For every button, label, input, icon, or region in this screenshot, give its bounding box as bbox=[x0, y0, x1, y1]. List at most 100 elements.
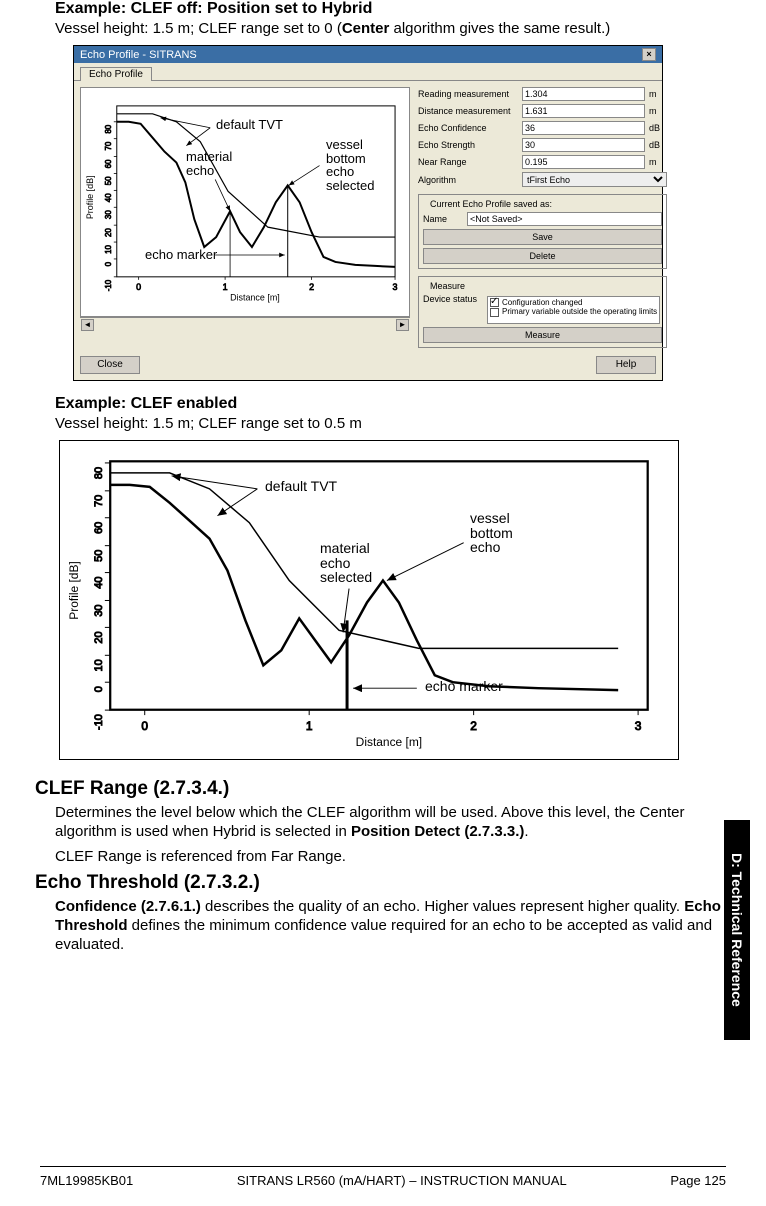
measure-group-title: Measure bbox=[427, 281, 468, 291]
svg-text:10: 10 bbox=[104, 244, 113, 253]
status-line2: Primary variable outside the operating l… bbox=[502, 307, 657, 316]
reading-input[interactable] bbox=[522, 87, 645, 101]
dialog-title: Echo Profile - SITRANS bbox=[80, 49, 197, 61]
svg-text:20: 20 bbox=[93, 631, 105, 643]
example1-title: Example: CLEF off: Position set to Hybri… bbox=[55, 0, 726, 18]
page-footer: 7ML19985KB01 SITRANS LR560 (mA/HART) – I… bbox=[40, 1166, 726, 1188]
svg-text:-10: -10 bbox=[104, 279, 113, 291]
clef-p2: CLEF Range is referenced from Far Range. bbox=[55, 848, 726, 867]
near-input[interactable] bbox=[522, 155, 645, 169]
svg-text:2: 2 bbox=[470, 719, 477, 733]
conf-input[interactable] bbox=[522, 121, 645, 135]
reading-label: Reading measurement bbox=[418, 89, 518, 99]
status-line1: Configuration changed bbox=[502, 298, 583, 307]
ann-echo-marker-1: echo marker bbox=[145, 248, 217, 262]
chart2-area: -10 0 10 20 30 40 50 60 70 80 0 1 2 3 Pr… bbox=[59, 440, 679, 760]
chart1-ylabel: Profile [dB] bbox=[85, 175, 95, 219]
example1-subtitle: Vessel height: 1.5 m; CLEF range set to … bbox=[55, 20, 726, 37]
close-icon[interactable]: × bbox=[642, 48, 656, 61]
distance-label: Distance measurement bbox=[418, 106, 518, 116]
measure-button[interactable]: Measure bbox=[423, 327, 662, 343]
svg-text:30: 30 bbox=[104, 210, 113, 219]
side-panel: Reading measurement m Distance measureme… bbox=[418, 81, 667, 348]
footer-center: SITRANS LR560 (mA/HART) – INSTRUCTION MA… bbox=[237, 1173, 567, 1188]
name-label: Name bbox=[423, 214, 463, 224]
clef-p1-bold: Position Detect (2.7.3.3.) bbox=[351, 823, 524, 840]
save-group-title: Current Echo Profile saved as: bbox=[427, 199, 555, 209]
svg-text:40: 40 bbox=[104, 193, 113, 202]
svg-text:0: 0 bbox=[136, 282, 141, 292]
svg-text:2: 2 bbox=[309, 282, 314, 292]
svg-text:3: 3 bbox=[393, 282, 398, 292]
echo-p1-post: defines the minimum confidence value req… bbox=[55, 917, 712, 953]
save-button[interactable]: Save bbox=[423, 229, 662, 245]
svg-text:0: 0 bbox=[141, 719, 148, 733]
chart1-area: -10 0 10 20 30 40 50 60 70 80 bbox=[80, 87, 410, 317]
scroll-left-icon[interactable]: ◄ bbox=[81, 319, 94, 331]
ann-vessel-bottom-1: vessel bottom echo selected bbox=[326, 138, 374, 193]
svg-text:3: 3 bbox=[635, 719, 642, 733]
svg-text:-10: -10 bbox=[93, 714, 105, 730]
clef-p1: Determines the level below which the CLE… bbox=[55, 804, 726, 842]
svg-text:1: 1 bbox=[306, 719, 313, 733]
ann-default-tvt-2: default TVT bbox=[265, 479, 337, 494]
echo-p1: Confidence (2.7.6.1.) describes the qual… bbox=[55, 898, 726, 954]
example2-title: Example: CLEF enabled bbox=[55, 395, 726, 413]
algo-select[interactable]: tFirst Echo bbox=[522, 172, 667, 187]
clef-range-heading: CLEF Range (2.7.3.4.) bbox=[35, 778, 726, 800]
delete-button[interactable]: Delete bbox=[423, 248, 662, 264]
close-button[interactable]: Close bbox=[80, 356, 140, 374]
conf-label: Echo Confidence bbox=[418, 123, 518, 133]
ann-vessel-bottom-2: vessel bottom echo bbox=[470, 511, 513, 555]
chart1-container: -10 0 10 20 30 40 50 60 70 80 bbox=[80, 81, 410, 348]
distance-unit: m bbox=[649, 106, 667, 116]
svg-text:50: 50 bbox=[93, 550, 105, 562]
status-box: Configuration changed Primary variable o… bbox=[487, 296, 660, 324]
dialog-titlebar: Echo Profile - SITRANS × bbox=[74, 46, 662, 63]
svg-text:1: 1 bbox=[223, 282, 228, 292]
svg-text:20: 20 bbox=[104, 228, 113, 237]
svg-text:60: 60 bbox=[93, 522, 105, 534]
near-unit: m bbox=[649, 157, 667, 167]
strength-unit: dB bbox=[649, 140, 667, 150]
svg-text:40: 40 bbox=[93, 577, 105, 589]
side-tab-label: D: Technical Reference bbox=[729, 853, 745, 1007]
conf-unit: dB bbox=[649, 123, 667, 133]
clef-p1-post: . bbox=[524, 823, 528, 840]
reading-unit: m bbox=[649, 89, 667, 99]
echo-p1-b1: Confidence (2.7.6.1.) bbox=[55, 898, 201, 915]
distance-input[interactable] bbox=[522, 104, 645, 118]
checkbox-icon bbox=[490, 298, 499, 307]
svg-text:70: 70 bbox=[93, 495, 105, 507]
svg-text:30: 30 bbox=[93, 604, 105, 616]
ann-echo-marker-2: echo marker bbox=[425, 679, 503, 694]
ann-material-echo-2: material echo selected bbox=[320, 541, 372, 585]
algo-label: Algorithm bbox=[418, 175, 518, 185]
scroll-right-icon[interactable]: ► bbox=[396, 319, 409, 331]
ex1-sub-post: algorithm gives the same result.) bbox=[389, 20, 610, 37]
footer-left: 7ML19985KB01 bbox=[40, 1173, 133, 1188]
near-label: Near Range bbox=[418, 157, 518, 167]
svg-text:60: 60 bbox=[104, 159, 113, 168]
echo-profile-dialog: Echo Profile - SITRANS × Echo Profile -1… bbox=[73, 45, 663, 381]
ex1-sub-bold: Center bbox=[342, 20, 390, 37]
svg-text:80: 80 bbox=[104, 124, 113, 133]
name-input[interactable] bbox=[467, 212, 662, 226]
help-button[interactable]: Help bbox=[596, 356, 656, 374]
svg-text:70: 70 bbox=[104, 141, 113, 150]
svg-text:50: 50 bbox=[104, 176, 113, 185]
chart1-xlabel: Distance [m] bbox=[230, 293, 280, 303]
dialog-tab[interactable]: Echo Profile bbox=[80, 67, 152, 81]
save-group: Current Echo Profile saved as: Name Save… bbox=[418, 194, 667, 269]
ann-material-echo-1: material echo bbox=[186, 150, 232, 177]
strength-input[interactable] bbox=[522, 138, 645, 152]
chart2-xlabel: Distance [m] bbox=[356, 735, 422, 749]
footer-right: Page 125 bbox=[670, 1173, 726, 1188]
chart1-scrollbar[interactable]: ◄ ► bbox=[80, 317, 410, 331]
measure-group: Measure Device status Configuration chan… bbox=[418, 276, 667, 348]
echo-p1-mid: describes the quality of an echo. Higher… bbox=[201, 898, 684, 915]
checkbox-icon bbox=[490, 308, 499, 317]
svg-text:10: 10 bbox=[93, 659, 105, 671]
chart2-ylabel: Profile [dB] bbox=[67, 561, 81, 619]
svg-text:0: 0 bbox=[93, 686, 105, 692]
